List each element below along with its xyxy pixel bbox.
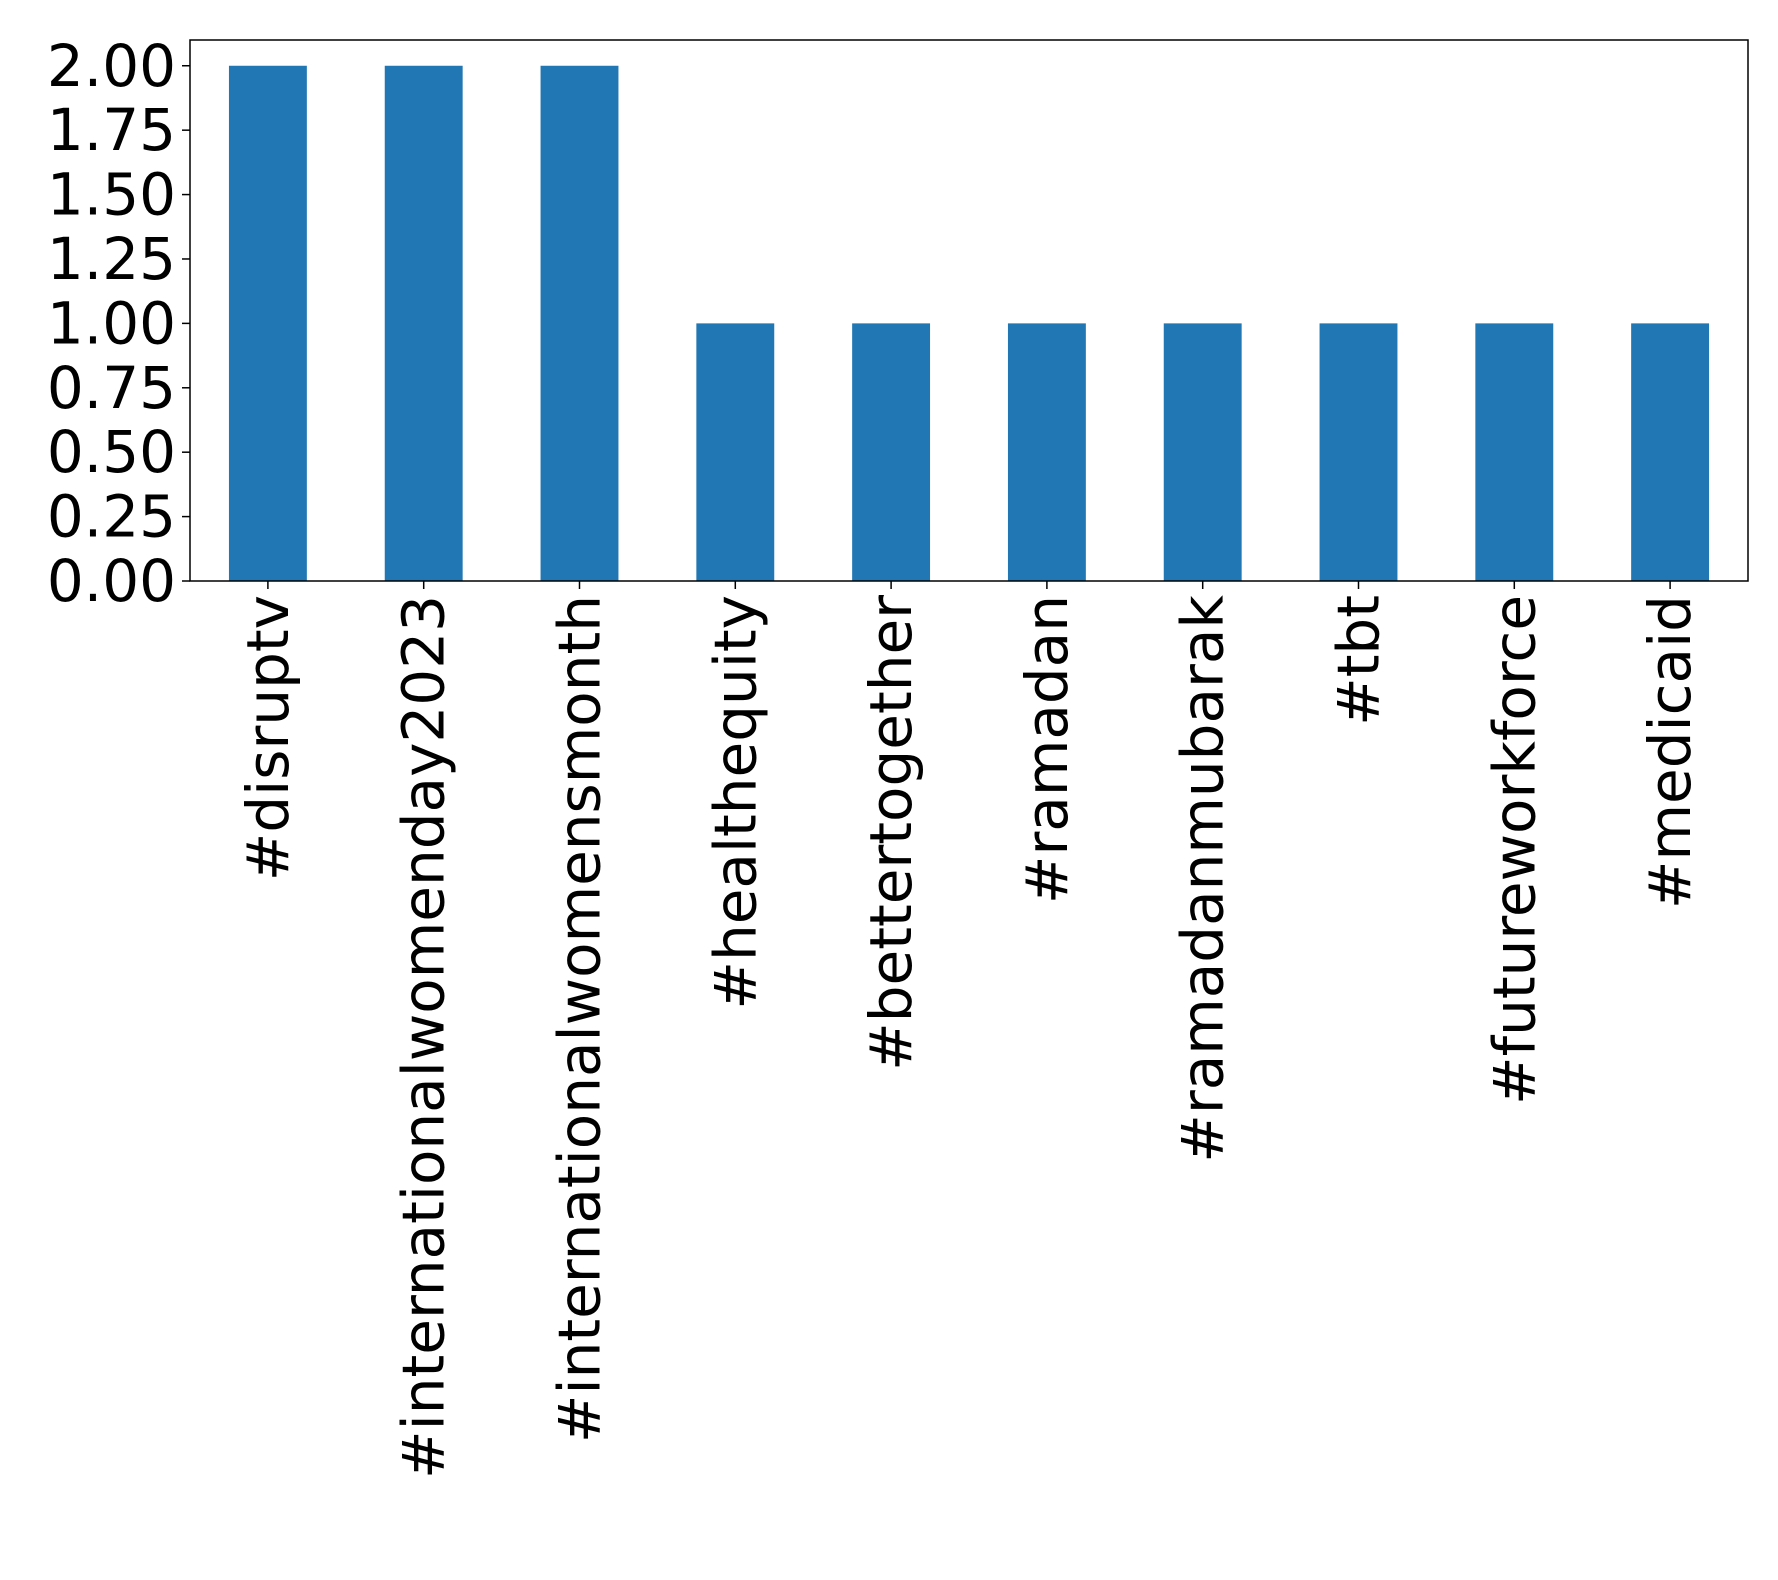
bar-3	[696, 323, 775, 581]
x-tick-label-6: #ramadanmubarak	[1169, 595, 1237, 1163]
y-tick-label-0: 0.00	[47, 547, 176, 615]
x-tick-label-4: #bettertogether	[857, 595, 925, 1071]
y-tick-label-5: 1.25	[47, 225, 176, 293]
bar-4	[852, 323, 931, 581]
x-tick-label-1: #internationalwomenday2023	[390, 595, 458, 1479]
y-tick-label-2: 0.50	[47, 418, 176, 486]
y-tick-label-6: 1.50	[47, 161, 176, 229]
x-tick-label-5: #ramadan	[1013, 595, 1081, 904]
y-tick-label-4: 1.00	[47, 289, 176, 357]
y-tick-label-8: 2.00	[47, 32, 176, 100]
bar-9	[1631, 323, 1710, 581]
x-tick-label-8: #futureworkforce	[1480, 595, 1548, 1105]
x-tick-label-2: #internationalwomensmonth	[546, 595, 614, 1443]
x-tick-label-3: #healthequity	[701, 595, 769, 1010]
plot-frame	[189, 39, 1749, 582]
bar-6	[1163, 323, 1242, 581]
y-axis: 0.000.250.500.751.001.251.501.752.00	[47, 32, 190, 615]
x-axis: #disruptv #internationalwomenday2023 #inte…	[234, 581, 1704, 1479]
bar-0	[228, 65, 307, 581]
bar-2	[540, 65, 619, 581]
x-tick-label-0: #disruptv	[234, 595, 302, 881]
y-tick-label-3: 0.75	[47, 354, 176, 422]
bars	[228, 65, 1710, 581]
y-tick-label-7: 1.75	[47, 96, 176, 164]
y-tick-label-1: 0.25	[47, 483, 176, 551]
x-tick-label-9: #medicaid	[1636, 595, 1704, 909]
bar-5	[1007, 323, 1086, 581]
bar-1	[384, 65, 463, 581]
x-tick-label-7: #tbt	[1325, 595, 1393, 726]
bar-8	[1475, 323, 1554, 581]
bar-7	[1319, 323, 1398, 581]
